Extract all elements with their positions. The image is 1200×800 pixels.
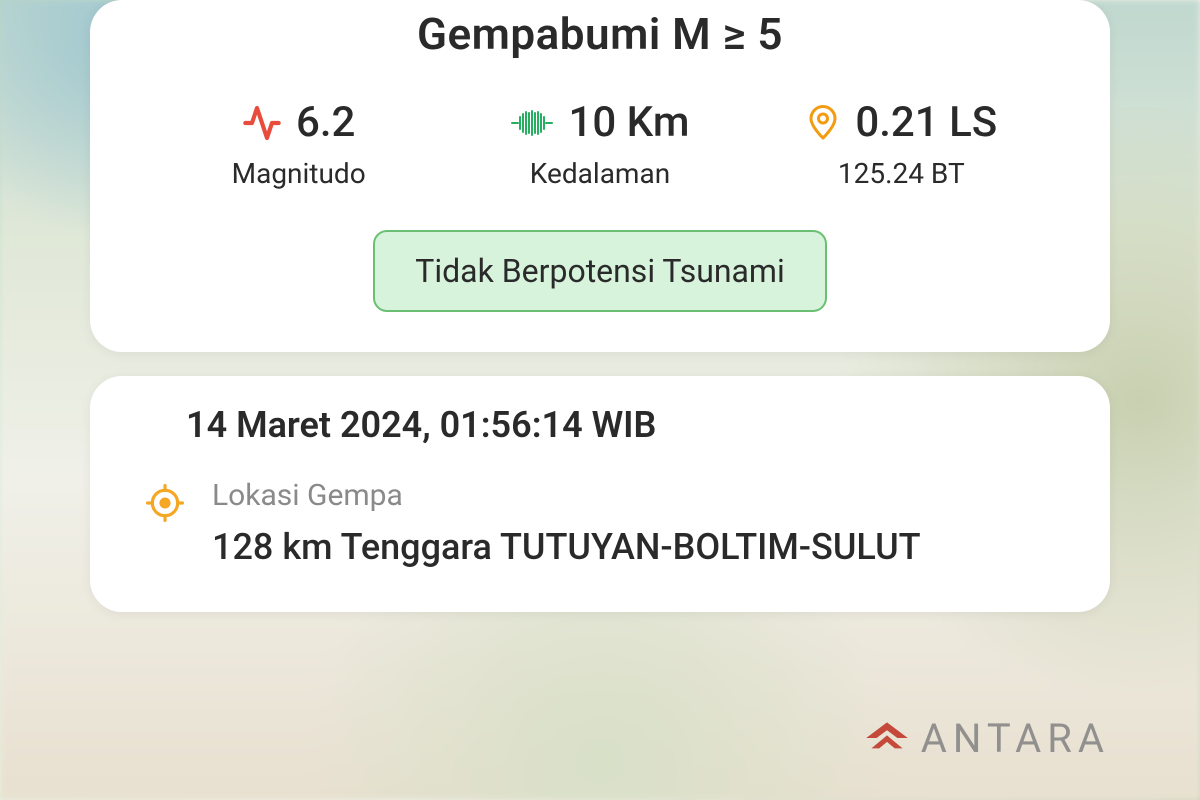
stat-magnitude-top: 6.2 — [242, 98, 355, 147]
coords-lon: 125.24 BT — [838, 157, 965, 190]
location-row: Lokasi Gempa 128 km Tenggara TUTUYAN-BOL… — [134, 478, 1066, 572]
tsunami-badge: Tidak Berpotensi Tsunami — [373, 230, 827, 312]
stat-depth: 10 Km Kedalaman — [459, 98, 740, 190]
stat-coords: 0.21 LS 125.24 BT — [761, 98, 1042, 190]
summary-card: Gempabumi M ≥ 5 6.2 Magnitudo — [90, 0, 1110, 352]
watermark-text: ANTARA — [921, 715, 1110, 762]
stat-coords-top: 0.21 LS — [805, 98, 997, 147]
card-title: Gempabumi M ≥ 5 — [134, 8, 1066, 60]
location-text: Lokasi Gempa 128 km Tenggara TUTUYAN-BOL… — [212, 478, 1066, 572]
coords-lat: 0.21 LS — [855, 98, 997, 147]
stat-magnitude: 6.2 Magnitudo — [158, 98, 439, 190]
location-label: Lokasi Gempa — [212, 478, 1066, 513]
target-icon — [146, 484, 184, 522]
pulse-icon — [242, 103, 282, 143]
seismic-icon — [510, 103, 554, 143]
stats-row: 6.2 Magnitudo — [134, 98, 1066, 190]
event-timestamp: 14 Maret 2024, 01:56:14 WIB — [134, 404, 1066, 446]
antara-logo-icon — [861, 712, 913, 764]
magnitude-value: 6.2 — [296, 98, 355, 147]
detail-card: 14 Maret 2024, 01:56:14 WIB Lokasi Gempa… — [90, 376, 1110, 612]
depth-label: Kedalaman — [530, 157, 670, 190]
magnitude-label: Magnitudo — [232, 157, 366, 190]
watermark: ANTARA — [861, 712, 1110, 764]
location-value: 128 km Tenggara TUTUYAN-BOLTIM-SULUT — [212, 523, 1066, 572]
depth-value: 10 Km — [568, 98, 689, 147]
main-container: Gempabumi M ≥ 5 6.2 Magnitudo — [0, 0, 1200, 800]
stat-depth-top: 10 Km — [510, 98, 689, 147]
pin-icon — [805, 103, 841, 143]
